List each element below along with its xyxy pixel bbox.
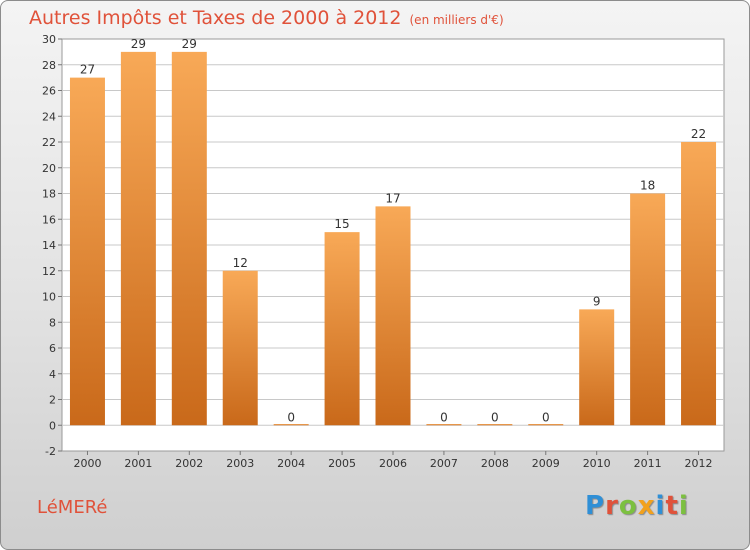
x-tick-label: 2008 [481,457,509,470]
proxiti-logo[interactable]: Proxiti [585,491,689,521]
x-tick-label: 2002 [175,457,203,470]
y-tick-label: 0 [49,419,56,432]
data-label: 22 [691,127,706,141]
bar [528,424,564,426]
y-tick-label: 10 [42,291,56,304]
bar [681,142,717,426]
bar [324,232,360,426]
bar [222,270,258,426]
x-tick-label: 2006 [379,457,407,470]
y-tick-label: 14 [42,239,56,252]
data-label: 0 [440,410,448,424]
bar [120,51,156,426]
data-label: 0 [491,410,499,424]
bar [579,309,615,426]
y-tick-label: 12 [42,265,56,278]
bars: 27 29 29 12 0 15 17 0 0 0 9 18 22 [69,37,717,426]
bar [426,424,462,426]
y-tick-label: 28 [42,59,56,72]
logo-letter: i [678,491,689,521]
y-tick-label: 8 [49,316,56,329]
x-tick-label: 2007 [430,457,458,470]
commune-name: LéMERé [37,497,108,518]
data-label: 29 [182,37,197,51]
chart-unit: (en milliers d'€) [409,13,504,27]
data-label: 0 [542,410,550,424]
data-label: 12 [233,256,248,270]
x-tick-label: 2010 [583,457,611,470]
data-label: 29 [131,37,146,51]
logo-letter: P [585,491,606,521]
data-label: 17 [385,191,400,205]
x-tick-label: 2011 [634,457,662,470]
data-label: 9 [593,294,601,308]
logo-letter: x [637,491,656,521]
y-tick-label: 6 [49,342,56,355]
y-tick-label: -2 [45,445,56,458]
x-tick-label: 2005 [328,457,356,470]
x-tick-label: 2004 [277,457,305,470]
bar [273,424,309,426]
y-tick-label: 30 [42,33,56,46]
logo-letter: o [618,491,638,521]
data-label: 15 [334,217,349,231]
chart-title: Autres Impôts et Taxes de 2000 à 2012 [29,7,402,29]
y-tick-label: 20 [42,162,56,175]
y-tick-label: 26 [42,85,56,98]
y-tick-label: 16 [42,213,56,226]
data-label: 0 [287,410,295,424]
x-tick-label: 2001 [124,457,152,470]
x-axis: 2000 2001 2002 2003 2004 2005 2006 2007 2008 2009… [73,451,713,470]
bar [375,206,411,426]
logo-letter: t [665,491,679,521]
y-tick-label: 24 [42,110,56,123]
data-label: 18 [640,179,655,193]
bar [69,77,105,426]
logo-letter: i [655,491,666,521]
y-tick-label: 18 [42,188,56,201]
x-tick-label: 2009 [532,457,560,470]
x-tick-label: 2012 [685,457,713,470]
y-tick-label: 2 [49,394,56,407]
bar [630,193,666,426]
title-row: Autres Impôts et Taxes de 2000 à 2012 (en… [29,7,504,29]
data-label: 27 [80,63,95,77]
x-tick-label: 2003 [226,457,254,470]
logo-letter: r [605,491,619,521]
y-tick-label: 4 [49,368,56,381]
x-tick-label: 2000 [73,457,101,470]
bar [171,51,207,426]
y-tick-label: 22 [42,136,56,149]
bar [477,424,513,426]
